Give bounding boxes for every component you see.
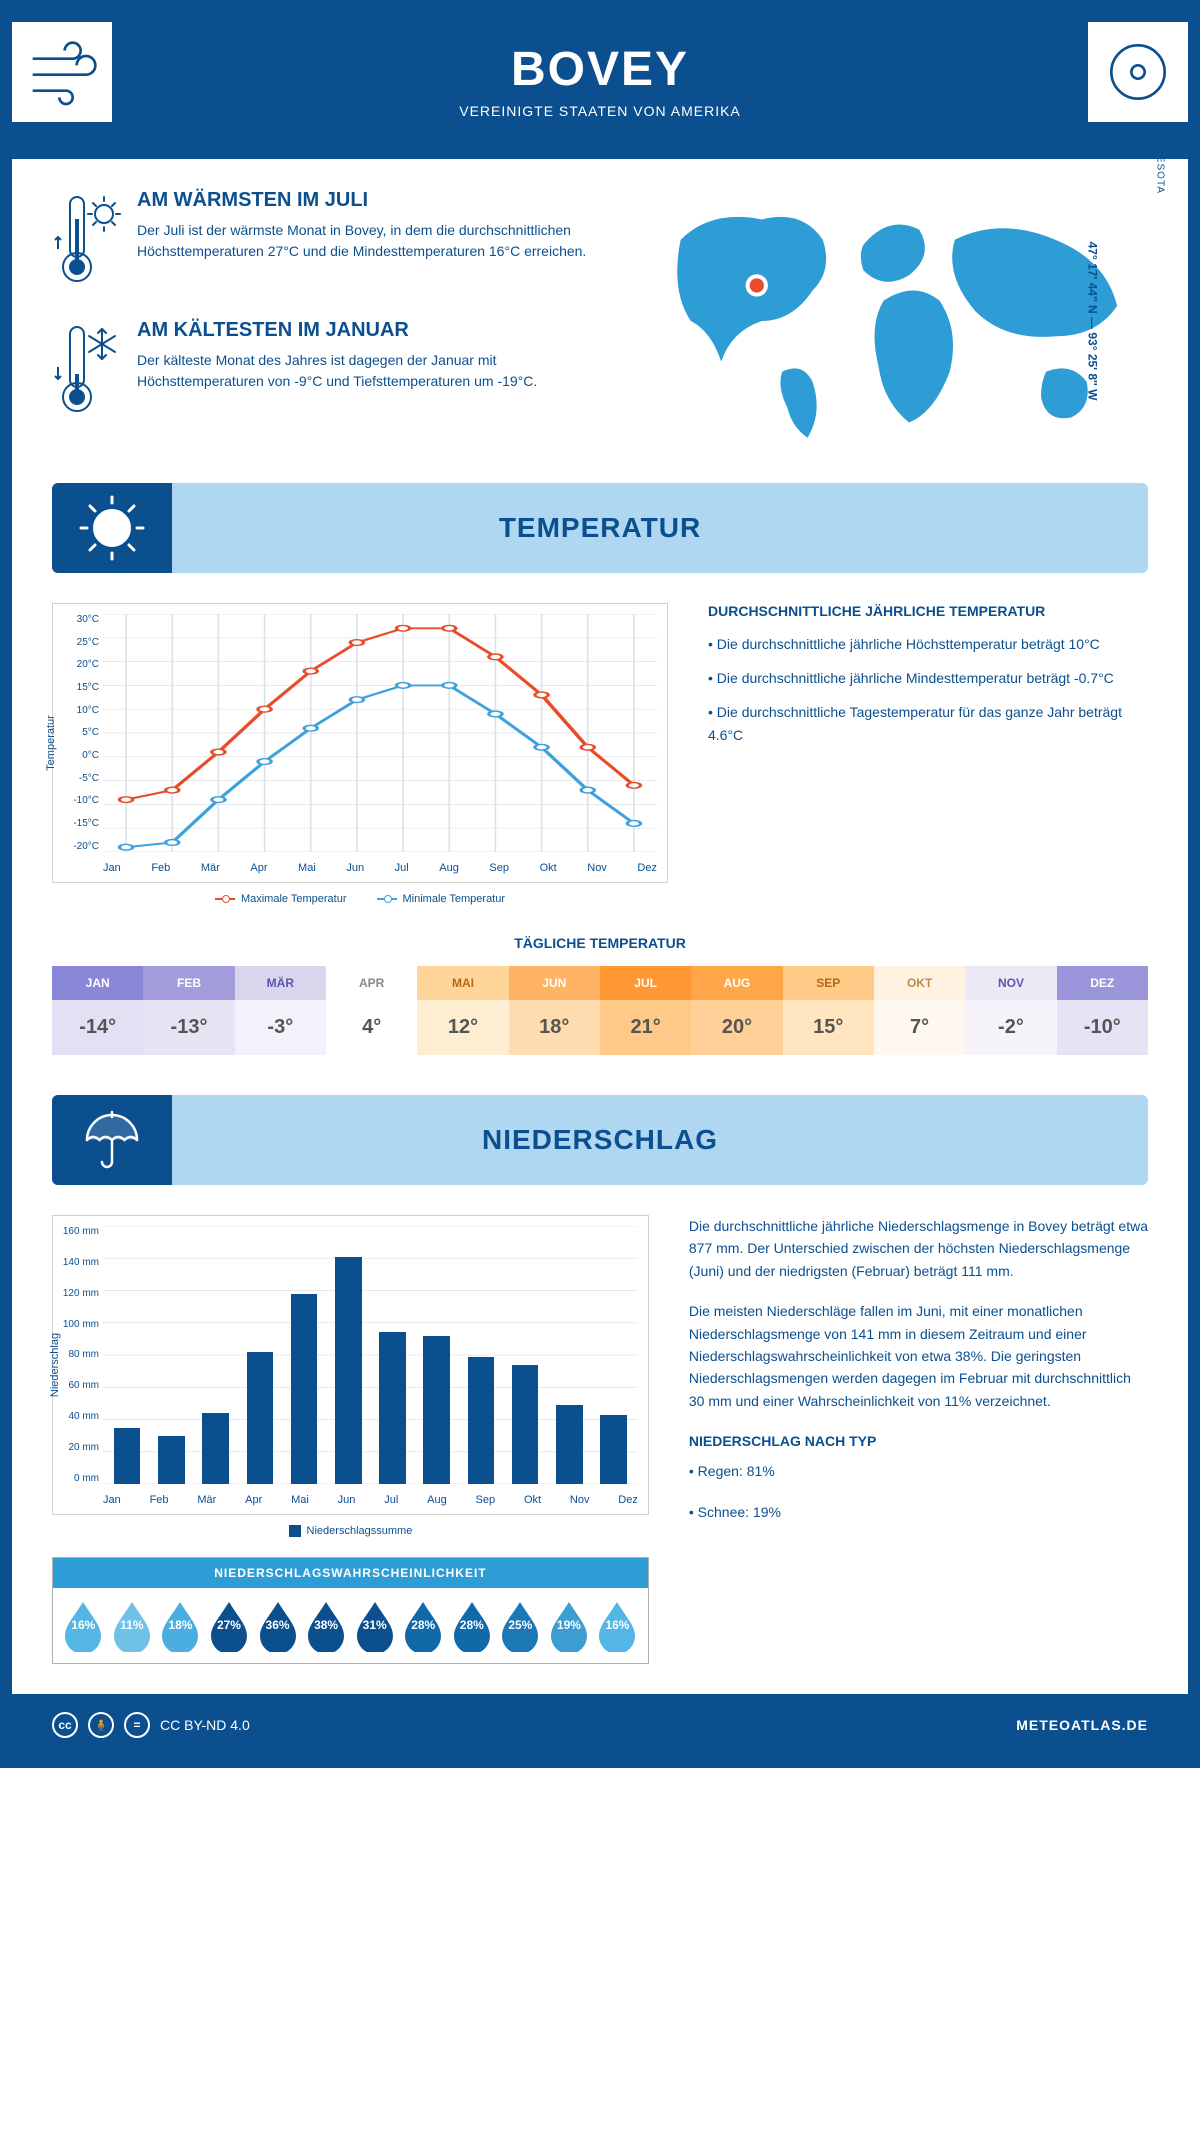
license-text: CC BY-ND 4.0 (160, 1717, 250, 1733)
temp-info-line: • Die durchschnittliche jährliche Höchst… (708, 633, 1148, 657)
coldest-text: Der kälteste Monat des Jahres ist dagege… (137, 350, 610, 392)
precip-bar (556, 1405, 583, 1484)
state-label: MINNESOTA (1155, 126, 1166, 194)
sun-icon (52, 483, 172, 573)
prob-drop: 18%MÄR (158, 1600, 202, 1653)
prob-title: NIEDERSCHLAGSWAHRSCHEINLICHKEIT (53, 1558, 648, 1588)
prob-drop: 11%FEB (110, 1600, 154, 1653)
legend-min: Minimale Temperatur (403, 893, 506, 905)
coldest-title: AM KÄLTESTEN IM JANUAR (137, 319, 610, 342)
daily-cell: MAI12° (417, 966, 508, 1055)
prob-drop: 28%AUG (401, 1600, 445, 1653)
daily-cell: JUL21° (600, 966, 691, 1055)
site-name: METEOATLAS.DE (1016, 1717, 1148, 1733)
daily-cell: JAN-14° (52, 966, 143, 1055)
precip-bar (379, 1332, 406, 1484)
precip-bar-chart: Niederschlag 160 mm140 mm120 mm100 mm80 … (52, 1215, 649, 1515)
prob-drop: 38%JUN (304, 1600, 348, 1653)
footer: cc 🧍 = CC BY-ND 4.0 METEOATLAS.DE (12, 1694, 1188, 1756)
precip-probability-box: NIEDERSCHLAGSWAHRSCHEINLICHKEIT 16%JAN11… (52, 1557, 649, 1664)
precip-bar (114, 1428, 141, 1484)
by-icon: 🧍 (88, 1712, 114, 1738)
temperature-info: DURCHSCHNITTLICHE JÄHRLICHE TEMPERATUR •… (708, 603, 1148, 905)
temp-info-title: DURCHSCHNITTLICHE JÄHRLICHE TEMPERATUR (708, 603, 1148, 619)
daily-cell: OKT7° (874, 966, 965, 1055)
prob-drop: 19%NOV (547, 1600, 591, 1653)
country-subtitle: VEREINIGTE STAATEN VON AMERIKA (32, 103, 1168, 119)
prob-drop: 25%OKT (498, 1600, 542, 1653)
daily-cell: MÄR-3° (235, 966, 326, 1055)
precip-bar (158, 1436, 185, 1484)
temp-ylabel: Temperatur (45, 715, 57, 771)
precip-heading: NIEDERSCHLAG (482, 1124, 718, 1156)
precip-bar (291, 1294, 318, 1484)
prob-drop: 36%MAI (256, 1600, 300, 1653)
precip-bar (468, 1357, 495, 1484)
legend-max: Maximale Temperatur (241, 893, 347, 905)
precip-type-line: • Schnee: 19% (689, 1501, 1148, 1523)
wind-icon (12, 22, 112, 122)
nd-icon: = (124, 1712, 150, 1738)
daily-cell: DEZ-10° (1057, 966, 1148, 1055)
coordinates: 47° 17' 44'' N — 93° 25' 8'' W (1086, 242, 1100, 401)
temperature-line-chart: Temperatur 30°C25°C20°C15°C10°C5°C0°C-5°… (52, 603, 668, 905)
thermometer-hot-icon (52, 189, 122, 294)
warmest-title: AM WÄRMSTEN IM JULI (137, 189, 610, 212)
precip-bar (423, 1336, 450, 1484)
umbrella-icon (52, 1095, 172, 1185)
license: cc 🧍 = CC BY-ND 4.0 (52, 1712, 250, 1738)
warmest-text: Der Juli ist der wärmste Monat in Bovey,… (137, 220, 610, 262)
daily-temp-grid: JAN-14°FEB-13°MÄR-3°APR4°MAI12°JUN18°JUL… (52, 966, 1148, 1055)
precip-text: Die durchschnittliche jährliche Niedersc… (689, 1215, 1148, 1282)
daily-cell: NOV-2° (965, 966, 1056, 1055)
infographic-frame: BOVEY VEREINIGTE STAATEN VON AMERIKA AM … (0, 0, 1200, 1768)
header: BOVEY VEREINIGTE STAATEN VON AMERIKA (12, 12, 1188, 159)
intro-row: AM WÄRMSTEN IM JULI Der Juli ist der wär… (52, 189, 1148, 453)
precip-banner: NIEDERSCHLAG (52, 1095, 1148, 1185)
world-map: MINNESOTA 47° 17' 44'' N — 93° 25' 8'' W (640, 189, 1148, 453)
daily-temp-title: TÄGLICHE TEMPERATUR (52, 935, 1148, 951)
prob-drop: 16%JAN (61, 1600, 105, 1653)
precip-text: Die meisten Niederschläge fallen im Juni… (689, 1300, 1148, 1412)
precip-type-title: NIEDERSCHLAG NACH TYP (689, 1430, 1148, 1452)
prob-drop: 28%SEP (450, 1600, 494, 1653)
precip-bar (335, 1257, 362, 1484)
precip-type-line: • Regen: 81% (689, 1460, 1148, 1482)
temp-info-line: • Die durchschnittliche Tagestemperatur … (708, 701, 1148, 749)
daily-cell: JUN18° (509, 966, 600, 1055)
coldest-block: AM KÄLTESTEN IM JANUAR Der kälteste Mona… (52, 319, 610, 424)
temp-info-line: • Die durchschnittliche jährliche Mindes… (708, 667, 1148, 691)
precip-legend: Niederschlagssumme (52, 1525, 649, 1537)
prob-drop: 27%APR (207, 1600, 251, 1653)
precip-bar (247, 1352, 274, 1484)
city-title: BOVEY (32, 42, 1168, 97)
prob-drop: 31%JUL (353, 1600, 397, 1653)
daily-cell: FEB-13° (143, 966, 234, 1055)
precip-info: Die durchschnittliche jährliche Niedersc… (689, 1215, 1148, 1664)
temperature-banner: TEMPERATUR (52, 483, 1148, 573)
daily-cell: AUG20° (691, 966, 782, 1055)
wind-icon (1088, 22, 1188, 122)
warmest-block: AM WÄRMSTEN IM JULI Der Juli ist der wär… (52, 189, 610, 294)
precip-bar (600, 1415, 627, 1484)
daily-cell: APR4° (326, 966, 417, 1055)
temperature-heading: TEMPERATUR (499, 512, 701, 544)
legend-precip: Niederschlagssumme (307, 1525, 413, 1537)
thermometer-cold-icon (52, 319, 122, 424)
precip-bar (512, 1365, 539, 1484)
prob-drop: 16%DEZ (595, 1600, 639, 1653)
temp-legend: Maximale Temperatur Minimale Temperatur (52, 893, 668, 905)
precip-bar (202, 1413, 229, 1484)
daily-cell: SEP15° (783, 966, 874, 1055)
cc-icon: cc (52, 1712, 78, 1738)
